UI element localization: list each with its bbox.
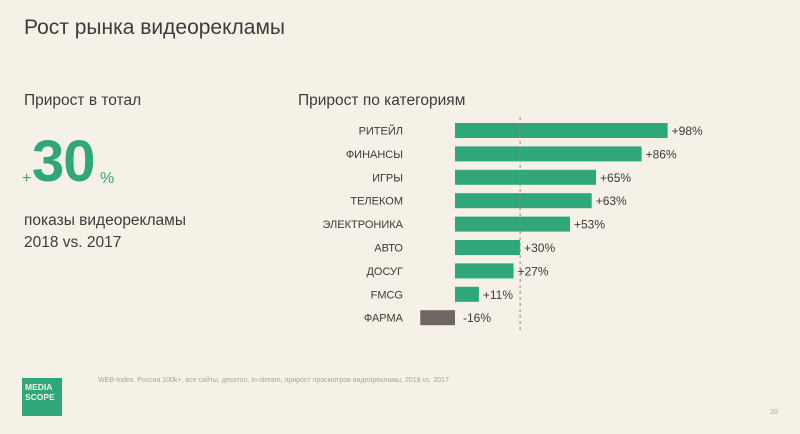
value-label-1: +86% — [646, 147, 677, 161]
logo-line-1: MEDIA — [25, 382, 53, 392]
category-label-4: ЭЛЕКТРОНИКА — [323, 219, 404, 231]
category-growth-heading: Прирост по категориям — [298, 92, 466, 109]
description-line-2: 2018 vs. 2017 — [24, 234, 122, 251]
category-label-1: ФИНАНСЫ — [346, 149, 403, 161]
description-line-1: показы видеорекламы — [24, 212, 186, 229]
value-label-4: +53% — [574, 218, 605, 232]
bar-1 — [455, 146, 642, 162]
bar-0 — [455, 123, 668, 138]
value-label-7: +11% — [483, 288, 513, 302]
total-growth-plus: + — [22, 170, 32, 187]
bar-3 — [455, 193, 592, 209]
bar-2 — [455, 169, 597, 185]
value-label-8: -16% — [463, 311, 491, 325]
category-label-7: FMCG — [371, 289, 403, 301]
logo-line-2: SCOPE — [25, 392, 55, 402]
bar-7 — [455, 286, 479, 302]
page-number: 20 — [770, 409, 778, 416]
total-growth-description: показы видеорекламы 2018 vs. 2017 — [24, 210, 186, 254]
total-growth-percent: % — [100, 170, 115, 187]
bar-6 — [455, 263, 514, 279]
value-label-3: +63% — [596, 194, 627, 208]
category-label-8: ФАРМА — [364, 313, 404, 325]
value-label-6: +27% — [518, 264, 549, 278]
category-label-6: ДОСУГ — [366, 266, 403, 278]
mediascope-logo: MEDIA SCOPE — [22, 378, 62, 416]
bar-8 — [420, 310, 455, 326]
total-growth-number: 30 — [32, 129, 96, 194]
page-title: Рост рынка видеорекламы — [24, 16, 285, 39]
value-label-2: +65% — [600, 171, 631, 185]
value-label-5: +30% — [524, 241, 555, 255]
total-growth-heading: Прирост в тотал — [24, 92, 142, 109]
bar-4 — [455, 216, 571, 232]
category-label-2: ИГРЫ — [372, 172, 403, 184]
source-footnote: WEB-Index. Россия 100k+, все сайты, деск… — [98, 377, 449, 384]
category-label-0: РИТЕЙЛ — [359, 125, 403, 138]
bar-5 — [455, 240, 521, 255]
category-label-5: АВТО — [374, 243, 403, 255]
value-label-0: +98% — [672, 124, 703, 138]
category-label-3: ТЕЛЕКОМ — [350, 196, 403, 208]
